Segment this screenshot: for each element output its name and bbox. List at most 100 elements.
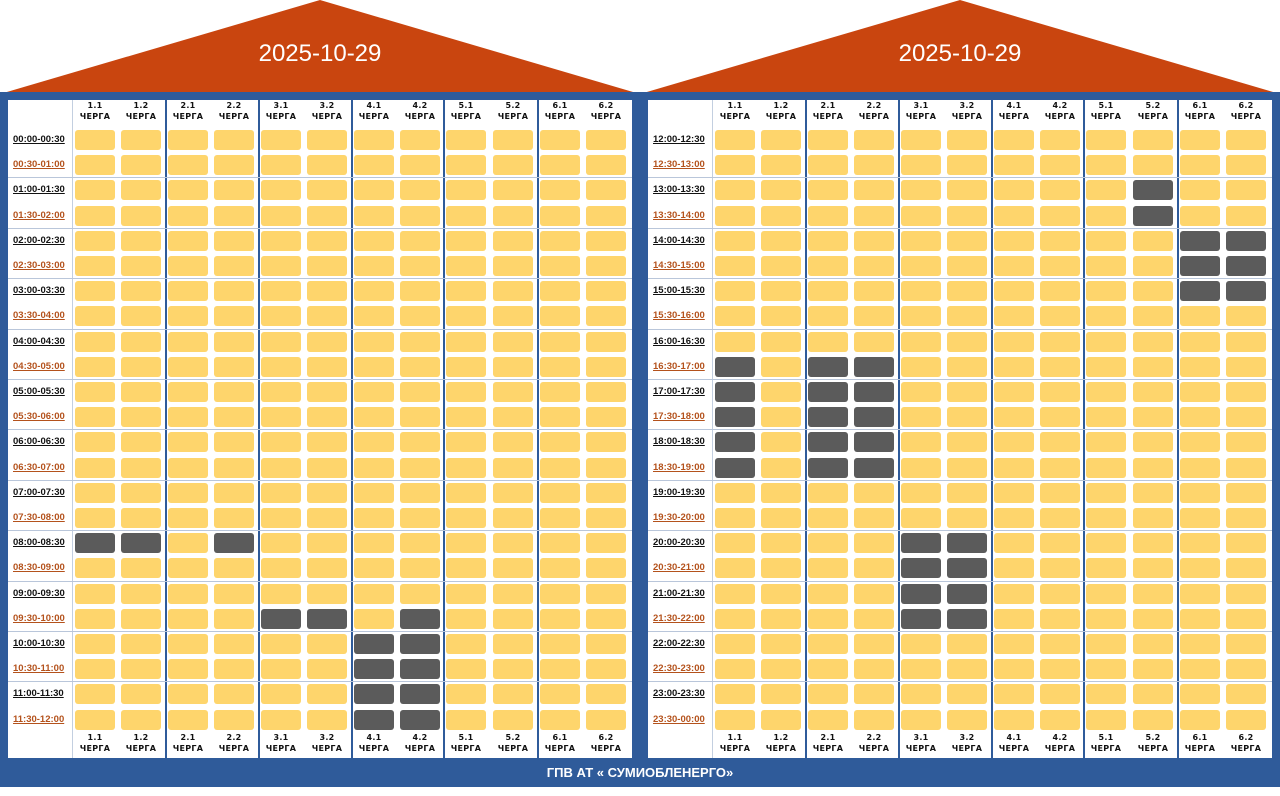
hour-separator — [648, 429, 1272, 431]
power-on-cell — [261, 634, 301, 654]
group-label: ЧЕРГА — [765, 744, 797, 753]
power-on-cell — [307, 407, 347, 428]
power-on-cell — [1180, 583, 1220, 604]
power-on-cell — [214, 306, 254, 327]
power-on-cell — [761, 684, 801, 705]
power-on-cell — [75, 230, 115, 251]
power-on-cell — [446, 634, 486, 654]
power-on-cell — [994, 659, 1034, 680]
power-on-cell — [1133, 155, 1173, 176]
power-on-cell — [1226, 457, 1266, 478]
time-slot-label: 13:00-13:30 — [653, 184, 705, 196]
power-on-cell — [307, 205, 347, 226]
time-slot-label: 00:00-00:30 — [13, 134, 65, 145]
power-on-cell — [214, 180, 254, 201]
power-on-cell — [715, 634, 755, 654]
power-on-cell — [121, 356, 161, 377]
power-on-cell — [168, 130, 208, 150]
power-on-cell — [901, 508, 941, 528]
power-on-cell — [1040, 608, 1080, 629]
power-off-cell — [808, 432, 848, 453]
group-header-bottom: 1.1 ЧЕРГА — [712, 732, 758, 754]
power-on-cell — [446, 256, 486, 276]
power-on-cell — [307, 709, 347, 730]
power-off-cell — [808, 356, 848, 377]
power-on-cell — [214, 482, 254, 503]
power-on-cell — [901, 684, 941, 705]
power-on-cell — [307, 256, 347, 276]
power-on-cell — [168, 634, 208, 654]
power-on-cell — [1226, 659, 1266, 680]
power-on-cell — [168, 205, 208, 226]
power-on-cell — [446, 155, 486, 176]
group-separator — [443, 100, 445, 758]
power-on-cell — [586, 382, 626, 402]
power-on-cell — [400, 331, 440, 352]
power-on-cell — [493, 230, 533, 251]
power-on-cell — [947, 508, 987, 528]
power-on-cell — [1086, 306, 1126, 327]
power-on-cell — [947, 256, 987, 276]
group-number: 2.1 — [820, 733, 836, 742]
power-on-cell — [715, 180, 755, 201]
time-slot-label: 16:00-16:30 — [653, 335, 705, 347]
power-on-cell — [400, 407, 440, 428]
power-on-cell — [901, 256, 941, 276]
power-on-cell — [446, 407, 486, 428]
power-on-cell — [715, 281, 755, 302]
power-on-cell — [1040, 205, 1080, 226]
group-number: 3.2 — [319, 733, 335, 742]
panel-date: 2025-10-29 — [258, 40, 382, 67]
power-on-cell — [354, 306, 394, 327]
power-on-cell — [808, 659, 848, 680]
group-header-bottom: 1.2 ЧЕРГА — [118, 732, 164, 754]
power-off-cell — [715, 356, 755, 377]
power-on-cell — [214, 281, 254, 302]
time-slot-label: 07:00-07:30 — [13, 486, 65, 498]
roof-triangle — [0, 0, 640, 94]
group-label: ЧЕРГА — [125, 112, 157, 121]
power-on-cell — [947, 634, 987, 654]
power-on-cell — [1180, 306, 1220, 327]
power-on-cell — [540, 356, 580, 377]
power-on-cell — [354, 482, 394, 503]
power-on-cell — [446, 306, 486, 327]
power-on-cell — [854, 684, 894, 705]
group-separator — [165, 100, 167, 758]
power-on-cell — [808, 205, 848, 226]
time-slot-label: 14:00-14:30 — [653, 234, 705, 246]
power-on-cell — [1040, 356, 1080, 377]
power-on-cell — [586, 558, 626, 579]
power-on-cell — [994, 533, 1034, 554]
power-on-cell — [761, 482, 801, 503]
power-on-cell — [715, 230, 755, 251]
power-on-cell — [1133, 306, 1173, 327]
group-number: 4.1 — [366, 733, 382, 742]
power-on-cell — [1226, 533, 1266, 554]
group-label: ЧЕРГА — [1184, 744, 1216, 753]
power-on-cell — [1180, 180, 1220, 201]
power-on-cell — [75, 382, 115, 402]
power-on-cell — [761, 432, 801, 453]
power-on-cell — [307, 382, 347, 402]
power-on-cell — [761, 382, 801, 402]
power-on-cell — [354, 331, 394, 352]
power-on-cell — [1180, 331, 1220, 352]
power-on-cell — [493, 634, 533, 654]
power-on-cell — [354, 180, 394, 201]
power-off-cell — [75, 533, 115, 554]
power-on-cell — [214, 130, 254, 150]
power-on-cell — [1133, 331, 1173, 352]
power-on-cell — [168, 608, 208, 629]
hour-separator — [8, 227, 632, 229]
power-on-cell — [901, 432, 941, 453]
power-on-cell — [1133, 684, 1173, 705]
power-on-cell — [1133, 256, 1173, 276]
power-on-cell — [354, 533, 394, 554]
power-on-cell — [1040, 684, 1080, 705]
group-number: 3.2 — [959, 733, 975, 742]
group-label: ЧЕРГА — [265, 744, 297, 753]
power-on-cell — [307, 306, 347, 327]
group-number: 6.2 — [1238, 733, 1254, 742]
group-header-bottom: 3.1 ЧЕРГА — [258, 732, 304, 754]
